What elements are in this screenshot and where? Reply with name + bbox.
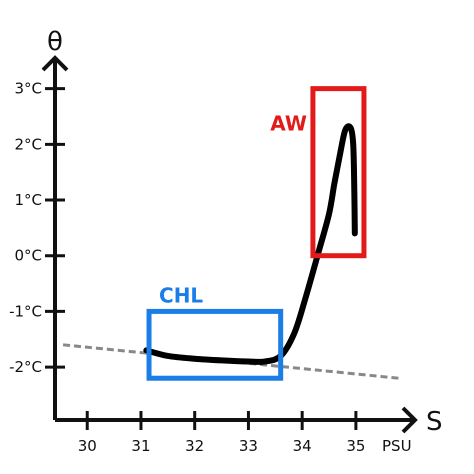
chl-label: CHL bbox=[159, 283, 203, 307]
y-axis-label: θ bbox=[47, 27, 63, 57]
x-tick-label: 32 bbox=[185, 437, 204, 455]
x-tick-label: 33 bbox=[239, 437, 258, 455]
chl-box bbox=[146, 308, 284, 381]
aw-box bbox=[310, 86, 367, 259]
aw-label: AW bbox=[270, 112, 307, 136]
y-tick-label: 3°C bbox=[14, 80, 42, 98]
x-tick-label: 30 bbox=[78, 437, 97, 455]
y-tick-label: 0°C bbox=[14, 247, 42, 265]
chart-marks: CHL AW bbox=[62, 86, 400, 381]
ts-curve bbox=[143, 123, 358, 365]
x-axis-unit: PSU bbox=[382, 437, 412, 455]
y-tick-label: -1°C bbox=[9, 302, 42, 320]
x-axis-arrowhead bbox=[401, 406, 418, 434]
y-tick-label: 1°C bbox=[14, 191, 42, 209]
x-tick-label: 35 bbox=[346, 437, 365, 455]
x-axis-label: S bbox=[426, 407, 443, 437]
y-tick-label: 2°C bbox=[14, 135, 42, 153]
y-axis-arrowhead bbox=[41, 55, 69, 72]
x-tick-label: 31 bbox=[131, 437, 150, 455]
y-tick-label: -2°C bbox=[9, 358, 42, 376]
x-tick-label: 34 bbox=[293, 437, 312, 455]
chart-axes: S θ PSU 30 31 32 33 34 35 -2°C -1°C 0°C 1°C 2°C 3°C bbox=[9, 27, 442, 455]
